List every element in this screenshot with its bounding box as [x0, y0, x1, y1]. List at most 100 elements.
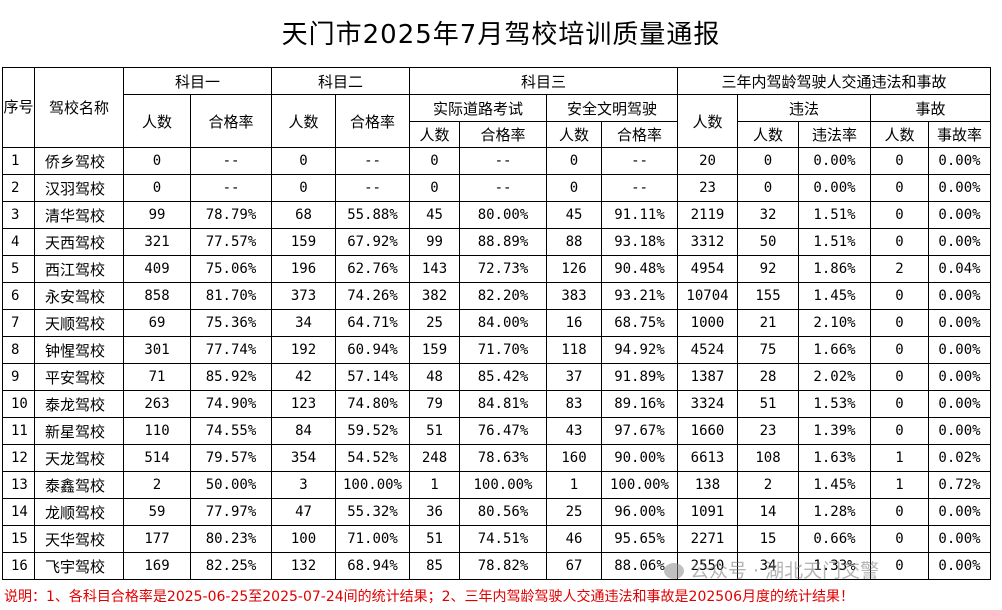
header-accident-rate: 事故率 — [928, 121, 991, 148]
row-cell: 32 — [737, 201, 799, 229]
row-cell: 1.45% — [798, 471, 871, 499]
row-cell: 0.00% — [928, 363, 991, 391]
row-seq: 4 — [2, 228, 35, 256]
row-cell: 0.72% — [928, 471, 991, 499]
row-cell: 99 — [409, 228, 460, 256]
row-cell: 0 — [123, 174, 191, 202]
row-cell: 60.94% — [335, 336, 410, 364]
row-cell: 83 — [546, 390, 602, 418]
row-cell: 2550 — [677, 552, 738, 580]
row-cell: 69 — [123, 309, 191, 337]
row-cell: 85.92% — [190, 363, 272, 391]
row-school-name: 西江驾校 — [34, 255, 124, 283]
row-cell: 196 — [271, 255, 336, 283]
row-cell: 0 — [737, 174, 799, 202]
row-cell: 72.73% — [459, 255, 547, 283]
header-road-count: 人数 — [409, 121, 460, 148]
row-cell: -- — [190, 174, 272, 202]
row-cell: 46 — [546, 525, 602, 553]
table-row: 8 钟惺驾校 301 77.74% 192 60.94% 159 71.70% 118 94.92… — [2, 336, 991, 364]
header-safe-pass-rate: 合格率 — [601, 121, 678, 148]
row-cell: 10704 — [677, 282, 738, 310]
row-cell: 0 — [870, 390, 929, 418]
table-row: 6 永安驾校 858 81.70% 373 74.26% 382 82.20% 383 93.21… — [2, 282, 991, 310]
row-cell: 15 — [737, 525, 799, 553]
row-cell: 84.00% — [459, 309, 547, 337]
row-cell: 74.80% — [335, 390, 410, 418]
row-cell: 1 — [546, 471, 602, 499]
row-cell: 858 — [123, 282, 191, 310]
header-subject2: 科目二 — [271, 67, 410, 95]
row-cell: 0.66% — [798, 525, 871, 553]
row-cell: 0.00% — [928, 390, 991, 418]
row-cell: 514 — [123, 444, 191, 472]
row-cell: -- — [601, 174, 678, 202]
row-cell: 0 — [870, 201, 929, 229]
row-cell: 0.00% — [928, 174, 991, 202]
row-cell: 0 — [409, 147, 460, 175]
row-cell: 51 — [409, 417, 460, 445]
row-cell: 354 — [271, 444, 336, 472]
row-cell: 1660 — [677, 417, 738, 445]
table-row: 15 天华驾校 177 80.23% 100 71.00% 51 74.51% 46 95.65%… — [2, 525, 991, 553]
row-cell: 34 — [737, 552, 799, 580]
row-cell: 80.00% — [459, 201, 547, 229]
page-title: 天门市2025年7月驾校培训质量通报 — [281, 20, 721, 50]
row-seq: 13 — [2, 471, 35, 499]
row-cell: 143 — [409, 255, 460, 283]
row-cell: 0.00% — [798, 174, 871, 202]
row-cell: 100 — [271, 525, 336, 553]
row-cell: 92 — [737, 255, 799, 283]
row-cell: 263 — [123, 390, 191, 418]
header-violation-count: 人数 — [737, 121, 799, 148]
header-seq: 序号 — [2, 67, 35, 148]
row-cell: 93.18% — [601, 228, 678, 256]
row-seq: 6 — [2, 282, 35, 310]
row-cell: 1.28% — [798, 498, 871, 526]
row-school-name: 天顺驾校 — [34, 309, 124, 337]
row-cell: -- — [335, 147, 410, 175]
row-cell: 74.55% — [190, 417, 272, 445]
row-cell: 76.47% — [459, 417, 547, 445]
row-cell: 0.00% — [928, 552, 991, 580]
row-cell: 0.00% — [928, 147, 991, 175]
row-cell: 77.74% — [190, 336, 272, 364]
row-cell: 4524 — [677, 336, 738, 364]
row-cell: 75 — [737, 336, 799, 364]
row-cell: 88.06% — [601, 552, 678, 580]
table-header: 序号 驾校名称 科目一 科目二 科目三 三年内驾龄驾驶人交通违法和事故 人数 合… — [2, 67, 991, 148]
row-school-name: 永安驾校 — [34, 282, 124, 310]
table-row: 12 天龙驾校 514 79.57% 354 54.52% 248 78.63% 160 90.0… — [2, 444, 991, 472]
row-cell: 138 — [677, 471, 738, 499]
row-cell: 96.00% — [601, 498, 678, 526]
row-cell: -- — [459, 174, 547, 202]
row-cell: 0.02% — [928, 444, 991, 472]
row-cell: 2119 — [677, 201, 738, 229]
row-cell: 25 — [546, 498, 602, 526]
row-cell: 59.52% — [335, 417, 410, 445]
header-s1-count: 人数 — [123, 94, 191, 148]
row-cell: 57.14% — [335, 363, 410, 391]
row-cell: 0.04% — [928, 255, 991, 283]
table-body: 1 侨乡驾校 0 -- 0 -- 0 -- 0 -- 20 0 0.00% 0 0.00% 2 汉羽驾校 0 -- 0… — [2, 147, 991, 580]
row-cell: 100.00% — [335, 471, 410, 499]
header-accident-count: 人数 — [870, 121, 929, 148]
row-cell: 0.00% — [928, 228, 991, 256]
header-school: 驾校名称 — [34, 67, 124, 148]
table-row: 3 清华驾校 99 78.79% 68 55.88% 45 80.00% 45 91.11% 211… — [2, 201, 991, 229]
row-seq: 11 — [2, 417, 35, 445]
row-cell: 45 — [409, 201, 460, 229]
row-cell: 28 — [737, 363, 799, 391]
row-cell: 71.00% — [335, 525, 410, 553]
row-school-name: 汉羽驾校 — [34, 174, 124, 202]
row-cell: 2.02% — [798, 363, 871, 391]
row-school-name: 泰鑫驾校 — [34, 471, 124, 499]
row-cell: 2 — [870, 255, 929, 283]
row-cell: 78.82% — [459, 552, 547, 580]
row-cell: 1.39% — [798, 417, 871, 445]
row-cell: 50 — [737, 228, 799, 256]
row-cell: 79.57% — [190, 444, 272, 472]
row-cell: 97.67% — [601, 417, 678, 445]
row-school-name: 泰龙驾校 — [34, 390, 124, 418]
row-cell: 1387 — [677, 363, 738, 391]
